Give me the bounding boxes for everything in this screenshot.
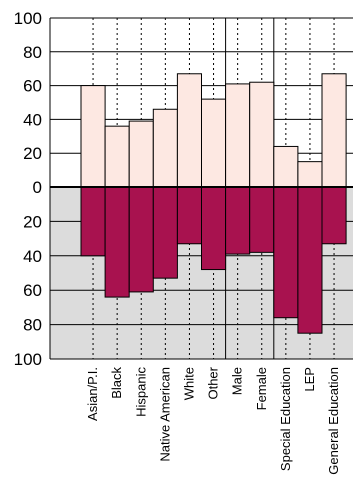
bar-upper-4: [176, 73, 202, 188]
x-label-8: Special Education: [278, 367, 293, 471]
x-label-3: Native American: [157, 367, 172, 462]
y-tick-lower-4: 100: [14, 350, 42, 369]
y-tick-upper-0: 100: [14, 9, 42, 28]
y-tick-upper-2: 60: [23, 77, 42, 96]
y-tick-lower-2: 60: [23, 281, 42, 300]
y-tick-upper-5: 0: [33, 178, 42, 197]
bar-lower-5: [201, 186, 227, 271]
bar-upper-0: [80, 85, 106, 188]
x-label-2: Hispanic: [133, 367, 148, 417]
bar-upper-7: [249, 81, 275, 188]
bar-upper-1: [104, 125, 130, 188]
x-axis-category-labels: Asian/P.I. Black Hispanic Native American Wh…: [85, 366, 341, 474]
y-tick-lower-1: 40: [23, 247, 42, 266]
bar-upper-6: [225, 83, 251, 188]
bar-lower-1: [104, 186, 130, 298]
bar-lower-7: [249, 186, 275, 253]
y-tick-lower-3: 80: [23, 316, 42, 335]
x-label-7: Female: [254, 367, 269, 410]
bar-lower-2: [128, 186, 154, 293]
bar-upper-9: [297, 161, 323, 188]
x-label-10: General Education: [326, 367, 341, 475]
y-tick-upper-4: 20: [23, 144, 42, 163]
x-label-5: Other: [206, 366, 221, 399]
x-label-0: Asian/P.I.: [85, 367, 100, 421]
bar-upper-5: [201, 98, 227, 188]
bar-lower-0: [80, 186, 106, 257]
y-tick-upper-3: 40: [23, 110, 42, 129]
bars-group: [80, 73, 347, 334]
x-label-4: White: [181, 367, 196, 400]
y-axis-tick-labels: 100 80 60 40 20 0 20 40 60 80 100: [14, 9, 42, 369]
y-tick-upper-1: 80: [23, 43, 42, 62]
bar-upper-8: [273, 145, 299, 188]
bar-upper-2: [128, 120, 154, 188]
x-label-6: Male: [230, 367, 245, 395]
bar-upper-10: [321, 73, 347, 188]
bar-lower-9: [297, 186, 323, 334]
bar-upper-3: [152, 108, 178, 188]
bar-lower-4: [176, 186, 202, 245]
x-label-1: Black: [109, 367, 124, 399]
y-tick-lower-0: 20: [23, 212, 42, 231]
bar-lower-8: [273, 186, 299, 319]
bar-lower-3: [152, 186, 178, 279]
x-label-9: LEP: [302, 367, 317, 392]
bar-lower-10: [321, 186, 347, 245]
bar-lower-6: [225, 186, 251, 255]
